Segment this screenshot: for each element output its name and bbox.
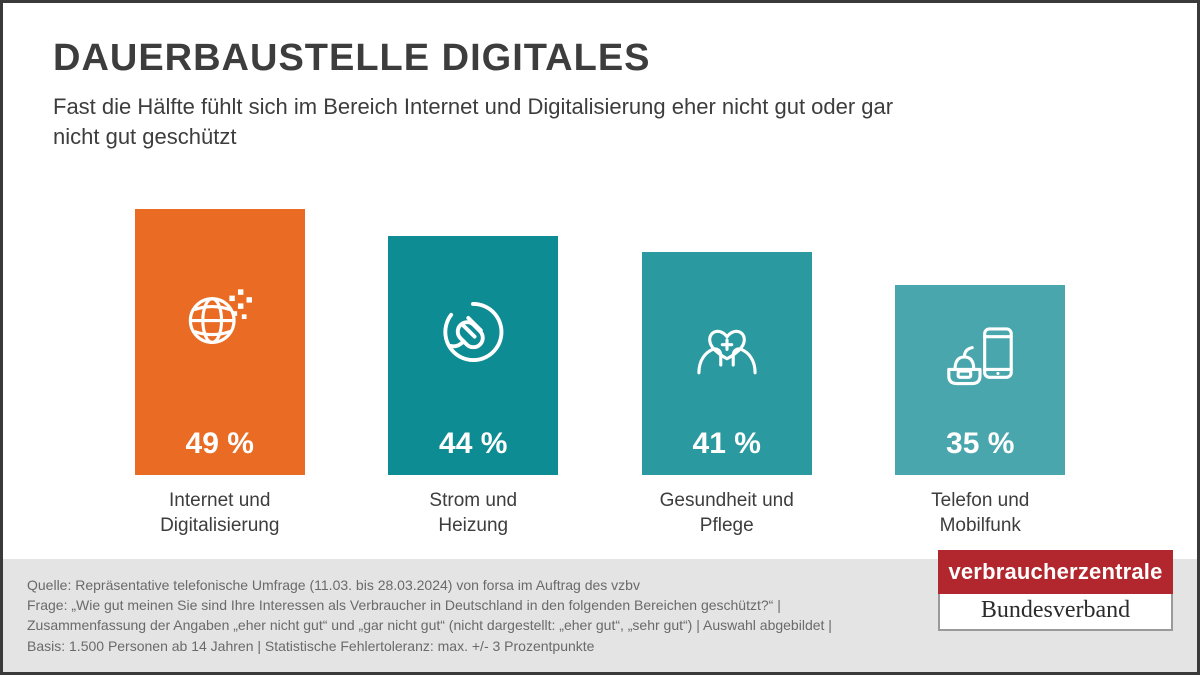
bar-group: 41 % Gesundheit undPflege [627, 252, 827, 541]
bar-chart: 49 % Internet undDigitalisierung 44 % Stro… [53, 169, 1147, 548]
bar-group: 35 % Telefon undMobilfunk [880, 285, 1080, 541]
bar: 49 % [135, 209, 305, 475]
bar-label: Gesundheit undPflege [660, 489, 794, 541]
bar-value: 35 % [946, 427, 1014, 461]
bar-label: Telefon undMobilfunk [931, 489, 1029, 541]
hands-heart-icon [688, 266, 766, 415]
footer: Quelle: Repräsentative telefonische Umfr… [3, 559, 1197, 672]
bar-value: 49 % [186, 427, 254, 461]
bar: 44 % [388, 236, 558, 475]
bar-group: 44 % Strom undHeizung [373, 236, 573, 541]
subtitle: Fast die Hälfte fühlt sich im Bereich In… [53, 92, 933, 151]
footnote: Quelle: Repräsentative telefonische Umfr… [27, 575, 920, 656]
bar-value: 41 % [693, 427, 761, 461]
phone-mobile-icon [941, 299, 1019, 415]
footnote-line: Frage: „Wie gut meinen Sie sind Ihre Int… [27, 595, 920, 615]
footnote-line: Quelle: Repräsentative telefonische Umfr… [27, 575, 920, 595]
bar-group: 49 % Internet undDigitalisierung [120, 209, 320, 541]
globe-digital-icon [181, 223, 259, 415]
bar: 41 % [642, 252, 812, 475]
bar-label: Internet undDigitalisierung [160, 489, 279, 541]
footnote-line: Basis: 1.500 Personen ab 14 Jahren | Sta… [27, 636, 920, 656]
plug-circle-icon [434, 250, 512, 415]
bar-value: 44 % [439, 427, 507, 461]
logo-top: verbraucherzentrale [938, 550, 1173, 594]
bar: 35 % [895, 285, 1065, 475]
logo-bottom: Bundesverband [938, 594, 1173, 631]
page-title: DAUERBAUSTELLE DIGITALES [53, 37, 1147, 80]
bar-label: Strom undHeizung [429, 489, 517, 541]
footnote-line: Zusammenfassung der Angaben „eher nicht … [27, 615, 920, 635]
logo: verbraucherzentrale Bundesverband [938, 550, 1173, 631]
